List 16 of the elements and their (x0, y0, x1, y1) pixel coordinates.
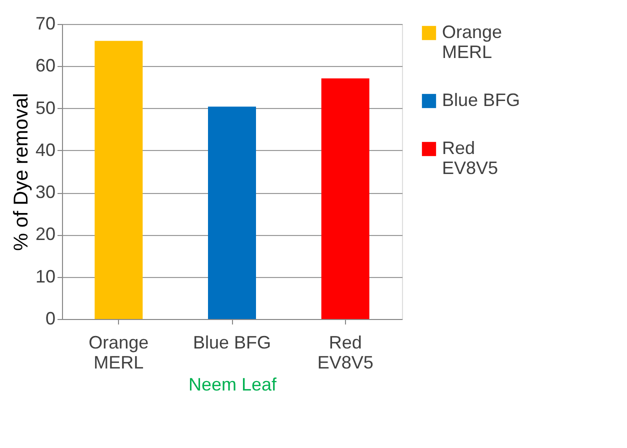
y-tick-label: 30 (35, 182, 56, 202)
x-tick-label: Orange MERL (88, 332, 149, 372)
legend-label: Red EV8V5 (442, 138, 498, 178)
y-tick-label: 0 (45, 308, 56, 328)
y-tick-label: 60 (35, 56, 56, 76)
y-tick-label: 50 (35, 98, 56, 118)
y-tick-label: 20 (35, 224, 56, 244)
y-axis-title: % of Dye removal (10, 93, 32, 251)
x-tick-label: Red EV8V5 (317, 332, 374, 372)
y-tick-label: 70 (35, 14, 56, 34)
x-tick-label: Blue BFG (192, 332, 272, 352)
y-tick-label: 40 (35, 140, 56, 160)
legend-label: Blue BFG (442, 90, 520, 110)
x-axis-title: Neem Leaf (188, 374, 278, 394)
legend-label: Orange MERL (442, 22, 502, 62)
y-tick-label: 10 (35, 266, 56, 286)
